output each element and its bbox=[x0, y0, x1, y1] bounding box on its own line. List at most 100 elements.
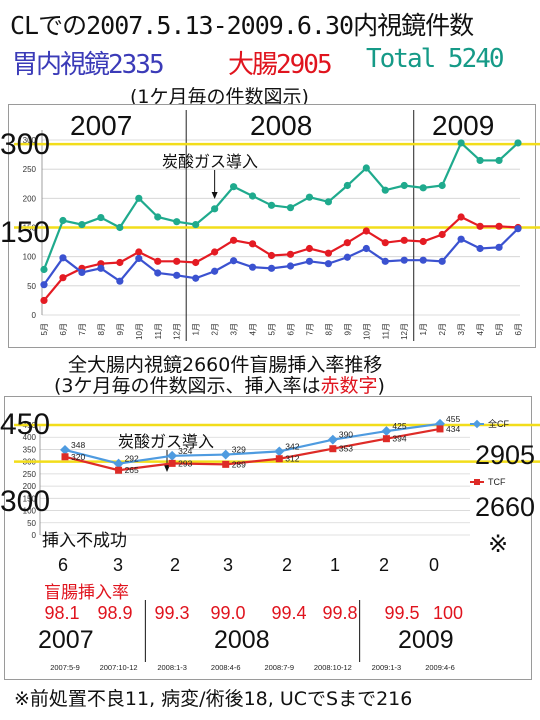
chart2-year-2007: 2007 bbox=[38, 626, 94, 654]
chart1-data-point bbox=[286, 204, 295, 212]
chart2-data-point bbox=[222, 460, 230, 468]
chart1-data-point bbox=[381, 239, 389, 247]
chart2-x-tick-label: 2008:10-12 bbox=[314, 663, 352, 672]
chart2-data-point bbox=[275, 455, 283, 463]
chart1-x-tick-label: 10月 bbox=[135, 323, 144, 340]
chart2-y-tick-label: 250 bbox=[23, 470, 37, 479]
chart1-x-tick-label: 9月 bbox=[116, 323, 125, 335]
failure-count: 0 bbox=[429, 555, 439, 575]
chart1-data-point bbox=[324, 249, 332, 257]
chart1-year-2007: 2007 bbox=[70, 110, 133, 141]
chart1-data-point bbox=[97, 264, 105, 272]
chart2-x-tick-label: 2008:1-3 bbox=[157, 663, 187, 672]
chart2-co2-annotation: 炭酸ガス導入 bbox=[118, 432, 215, 451]
chart1-x-tick-label: 6月 bbox=[514, 323, 523, 335]
rate-label: 盲腸挿入率 bbox=[44, 583, 129, 603]
chart1-x-tick-label: 3月 bbox=[457, 323, 466, 335]
chart1-data-point bbox=[267, 264, 276, 272]
chart1-data-point bbox=[305, 257, 314, 265]
chart2-data-point bbox=[61, 453, 69, 461]
chart1-subtitle: (1ケ月毎の件数図示) bbox=[130, 86, 309, 108]
chart1-data-point bbox=[173, 257, 181, 265]
chart1-data-point bbox=[59, 274, 67, 282]
chart1-data-point bbox=[438, 257, 446, 265]
chart2-data-point bbox=[168, 459, 176, 467]
chart2-series-line bbox=[64, 422, 441, 465]
chart2-data-point bbox=[220, 449, 231, 460]
chart2-annotation-arrowhead bbox=[164, 465, 170, 472]
chart2-frame bbox=[4, 396, 532, 680]
chart1-data-point bbox=[59, 216, 67, 225]
chart1-data-point bbox=[476, 156, 484, 165]
chart1-data-point bbox=[324, 198, 332, 206]
chart1-data-point bbox=[248, 192, 257, 200]
chart2-data-point bbox=[436, 425, 444, 433]
failure-count: 6 bbox=[58, 555, 68, 575]
chart1-data-point bbox=[514, 225, 522, 233]
chart1-data-point bbox=[40, 281, 48, 289]
failure-count: 3 bbox=[113, 555, 123, 575]
chart1-x-tick-label: 10月 bbox=[362, 323, 371, 340]
chart1-data-point bbox=[211, 205, 219, 213]
chart1-data-point bbox=[230, 183, 238, 191]
chart2-x-tick-label: 2007:10-12 bbox=[100, 663, 138, 672]
chart1-data-point bbox=[173, 218, 181, 226]
chart1-annotation-arrowhead bbox=[211, 192, 218, 199]
chart1-data-point bbox=[457, 139, 465, 147]
chart2-x-tick-label: 2009:1-3 bbox=[372, 663, 402, 672]
chart2-data-label: 324 bbox=[178, 446, 192, 456]
chart1-data-point bbox=[419, 256, 427, 264]
chart2-y-tick-label: 50 bbox=[27, 519, 36, 528]
chart1-x-tick-label: 7月 bbox=[305, 323, 314, 335]
insertion-rate: 99.8 bbox=[322, 603, 357, 623]
insertion-rate: 99.0 bbox=[210, 603, 245, 623]
chart1-data-point bbox=[324, 260, 332, 268]
chart1-data-point bbox=[343, 181, 351, 190]
chart1-data-point bbox=[457, 235, 465, 243]
side-total-cf: 2905 bbox=[475, 440, 536, 470]
chart1-x-tick-label: 8月 bbox=[97, 323, 106, 335]
chart1-data-point bbox=[154, 257, 162, 265]
colon-label: 大腸2905 bbox=[228, 50, 333, 80]
chart1-data-point bbox=[211, 267, 219, 275]
chart2-ref-450-label: 450 bbox=[0, 408, 51, 441]
upper-gi-label: 胃内視鏡2335 bbox=[12, 50, 165, 80]
chart1-data-point bbox=[97, 213, 105, 222]
chart1-x-tick-label: 5月 bbox=[495, 323, 504, 335]
chart1-data-point bbox=[495, 243, 503, 251]
chart1-data-point bbox=[154, 213, 162, 221]
chart1-data-point bbox=[343, 239, 351, 247]
chart1-data-point bbox=[248, 240, 257, 248]
insertion-rate: 99.5 bbox=[384, 603, 419, 623]
chart2-y-tick-label: 200 bbox=[23, 482, 37, 491]
failure-count: 2 bbox=[282, 555, 292, 575]
chart1-x-tick-label: 2月 bbox=[438, 323, 447, 335]
chart1-x-tick-label: 6月 bbox=[286, 323, 295, 335]
failure-count: 1 bbox=[330, 555, 340, 575]
chart1-data-point bbox=[154, 269, 162, 277]
chart2-data-label: 353 bbox=[339, 444, 353, 454]
chart1-y-tick-label: 300 bbox=[23, 136, 37, 145]
chart2-data-label: 425 bbox=[392, 421, 406, 431]
chart2-data-label: 390 bbox=[339, 430, 353, 440]
chart1-data-point bbox=[362, 244, 370, 253]
side-reference-mark: ※ bbox=[488, 530, 509, 558]
chart1-data-point bbox=[438, 181, 446, 190]
chart1-x-tick-label: 4月 bbox=[249, 323, 258, 335]
chart1-data-point bbox=[305, 244, 314, 253]
chart2-data-point bbox=[329, 445, 337, 453]
chart1-data-point bbox=[457, 213, 465, 221]
chart2-data-point bbox=[381, 426, 392, 437]
chart2-data-point bbox=[382, 435, 390, 443]
chart1-y-tick-label: 100 bbox=[23, 253, 37, 262]
chart1-x-tick-label: 12月 bbox=[173, 323, 182, 340]
chart1-x-tick-label: 3月 bbox=[230, 323, 239, 335]
chart1-data-point bbox=[78, 268, 86, 277]
chart1-data-point bbox=[305, 193, 314, 201]
insertion-rate: 98.1 bbox=[44, 603, 79, 623]
chart1-data-point bbox=[40, 265, 48, 274]
chart1-data-point bbox=[116, 258, 124, 267]
chart2-data-label: 342 bbox=[285, 441, 299, 451]
chart1-data-point bbox=[59, 254, 67, 262]
